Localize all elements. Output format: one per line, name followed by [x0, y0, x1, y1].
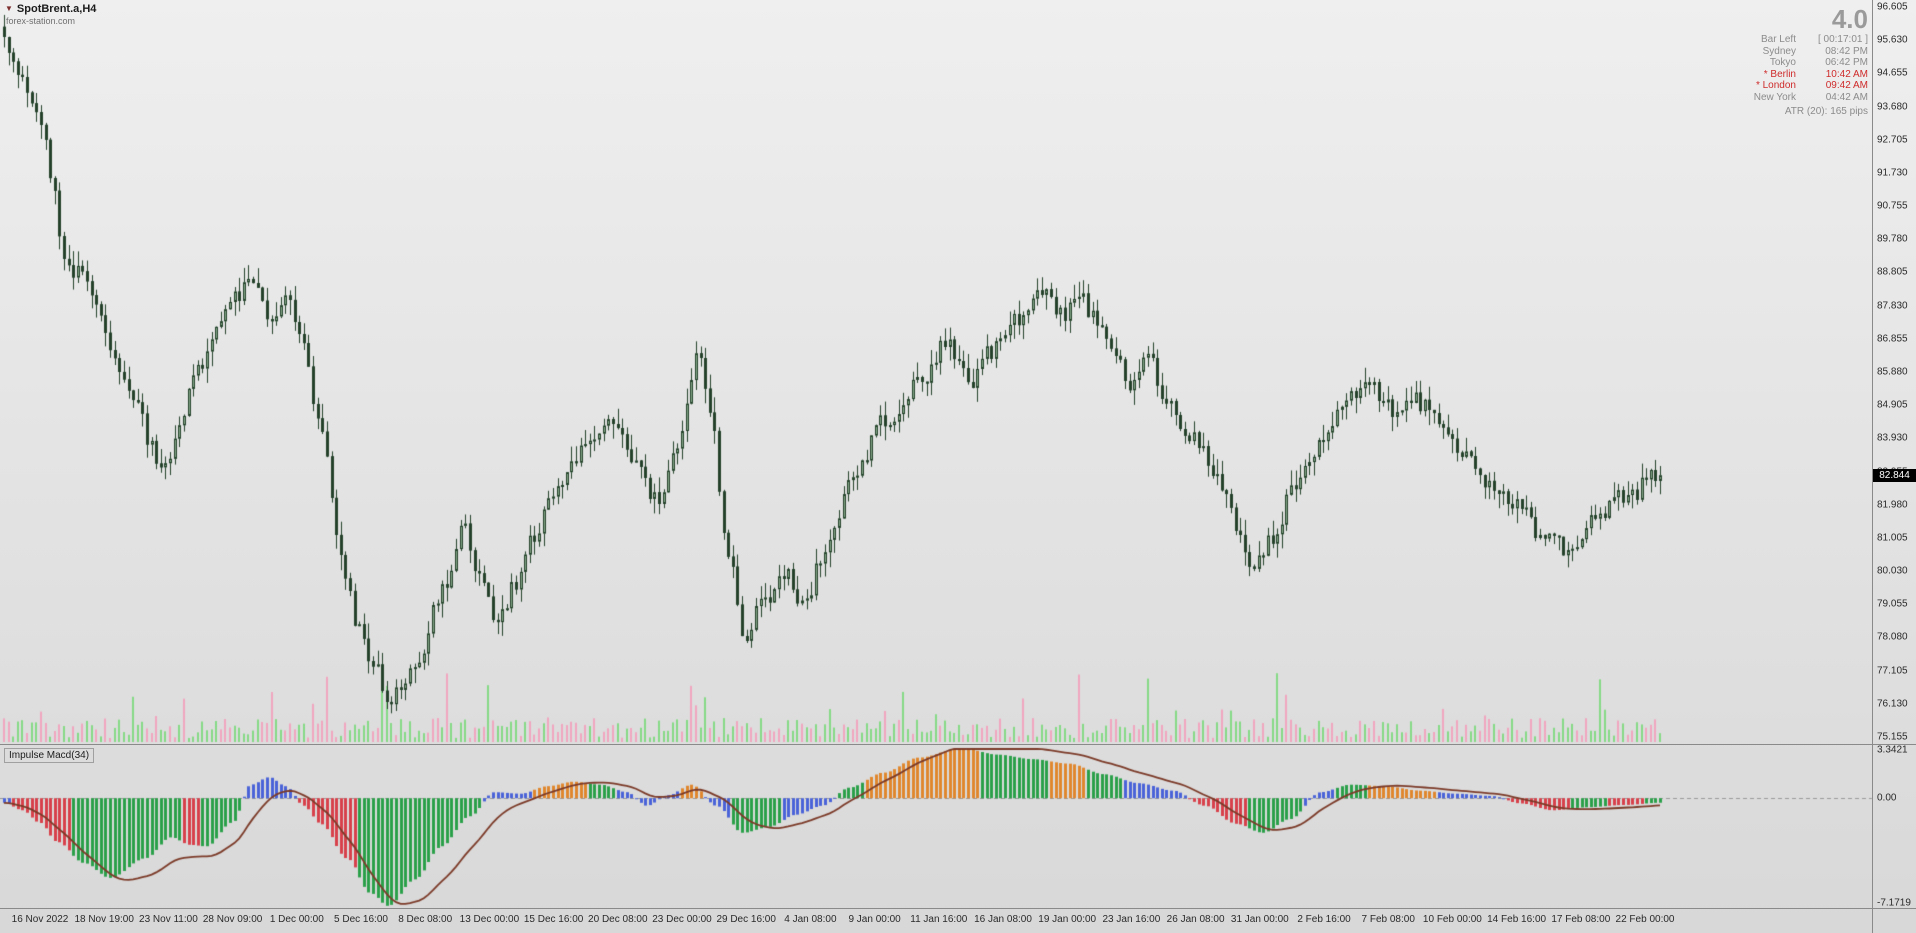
time-axis-label: 31 Jan 00:00: [1230, 914, 1289, 925]
time-axis-label: 2 Feb 16:00: [1297, 914, 1351, 925]
time-axis-label: 19 Jan 00:00: [1038, 914, 1097, 925]
clock-row-label: * London: [1755, 80, 1796, 91]
clock-row-value: [ 00:17:01 ]: [1817, 34, 1868, 45]
time-axis-label: 15 Dec 16:00: [523, 914, 584, 925]
time-axis-label: 11 Jan 16:00: [910, 914, 968, 925]
time-axis-label: 9 Jan 00:00: [848, 914, 901, 925]
price-axis-label: 77.105: [1877, 665, 1908, 677]
clock-row-value: 09:42 AM: [1825, 80, 1868, 91]
market-clock-panel: 4.0 Bar Left[ 00:17:01 ] Sydney 08:42 PM To…: [1754, 6, 1868, 118]
price-axis-label: 80.030: [1877, 565, 1908, 577]
clock-row: * Berlin 10:42 AM: [1754, 69, 1868, 81]
symbol-title: SpotBrent.a,H4: [16, 3, 97, 15]
time-axis-label: 23 Nov 11:00: [139, 914, 198, 925]
clock-version-label: 4.0: [1831, 4, 1868, 34]
clock-row-value: 08:42 PM: [1825, 45, 1868, 57]
pane-separator-top[interactable]: [0, 744, 1916, 745]
price-axis-label: 90.755: [1877, 200, 1908, 212]
price-axis-label: 92.705: [1877, 134, 1908, 146]
price-axis-label: 94.655: [1877, 67, 1908, 79]
clock-row-label: Tokyo: [1769, 57, 1796, 68]
clock-row: Tokyo 06:42 PM: [1754, 57, 1868, 69]
clock-row: * London 09:42 AM: [1754, 80, 1868, 92]
pane-separator-bottom: [0, 908, 1916, 909]
current-price-badge: 82.844: [1873, 469, 1916, 482]
time-axis-label: 29 Dec 16:00: [716, 914, 776, 925]
price-axis-label: 91.730: [1877, 167, 1908, 179]
time-axis-label: 23 Dec 00:00: [652, 914, 712, 925]
time-axis-label: 26 Jan 08:00: [1166, 914, 1225, 925]
price-axis-label: 84.905: [1877, 399, 1908, 411]
price-axis-label: 81.980: [1877, 499, 1908, 511]
indicator-label: Impulse Macd(34): [4, 748, 95, 763]
clock-row-label: New York: [1753, 91, 1796, 103]
price-axis-label: 93.680: [1877, 101, 1908, 113]
clock-rows: Bar Left [ 00:17:01 ] Sydney 08:42 PM Tokyo 0…: [1754, 34, 1868, 103]
price-axis-label: 85.880: [1877, 366, 1908, 378]
time-axis-label: 16 Jan 08:00: [974, 914, 1032, 925]
time-axis-label: 23 Jan 16:00: [1102, 914, 1161, 925]
time-axis-label: 17 Feb 08:00: [1551, 914, 1611, 925]
clock-row-value: 04:42 AM: [1825, 91, 1868, 103]
price-axis-label: 96.605: [1877, 1, 1908, 13]
clock-row: Sydney 08:42 PM: [1754, 46, 1868, 58]
price-axis-label: 76.130: [1877, 698, 1908, 710]
indicator-axis-min: -7.1719: [1877, 897, 1911, 909]
price-axis-label: 87.830: [1877, 300, 1908, 312]
price-axis-label: 88.805: [1877, 266, 1908, 278]
price-axis-label: 78.080: [1877, 631, 1908, 643]
clock-row: New York 04:42 AM: [1754, 92, 1868, 104]
price-axis-label: 81.005: [1877, 532, 1908, 544]
price-axis-label: 75.155: [1877, 731, 1908, 743]
time-axis-label: 18 Nov 19:00: [74, 914, 134, 925]
watermark: forex-station.com: [6, 16, 76, 26]
clock-row: Bar Left [ 00:17:01 ]: [1754, 34, 1868, 46]
clock-row-value: 06:42 PM: [1825, 57, 1868, 68]
time-axis-label: 28 Nov 09:00: [202, 914, 263, 925]
time-axis-label: 13 Dec 00:00: [459, 914, 520, 925]
time-axis-label: 8 Dec 08:00: [398, 914, 453, 925]
price-axis-label: 89.780: [1877, 233, 1908, 245]
time-axis-label: 7 Feb 08:00: [1361, 914, 1415, 925]
atr-label: ATR (20): 165 pips: [1784, 106, 1868, 117]
time-axis-label: 16 Nov 2022: [11, 914, 69, 925]
price-axis-border: [1872, 0, 1873, 933]
price-axis-label: 95.630: [1877, 34, 1908, 46]
price-axis-label: 79.055: [1877, 598, 1908, 610]
clock-row-label: * Berlin: [1763, 68, 1796, 80]
clock-row-label: Bar Left: [1760, 34, 1796, 45]
price-axis-label: 83.930: [1877, 432, 1908, 444]
symbol-label-group: ▼ SpotBrent.a,H4: [5, 3, 96, 15]
time-axis-label: 1 Dec 00:00: [269, 914, 324, 925]
time-axis-label: 10 Feb 00:00: [1422, 914, 1482, 925]
indicator-axis-max: 3.3421: [1877, 744, 1908, 756]
indicator-axis-zero: 0.00: [1877, 792, 1897, 804]
time-axis-label: 5 Dec 16:00: [334, 914, 388, 925]
symbol-icon: ▼: [5, 4, 13, 13]
price-axis-label: 86.855: [1877, 333, 1908, 345]
time-axis-label: 14 Feb 16:00: [1487, 914, 1547, 925]
time-axis-label: 22 Feb 00:00: [1615, 914, 1675, 925]
clock-row-label: Sydney: [1762, 45, 1796, 57]
time-axis-label: 4 Jan 08:00: [784, 914, 837, 925]
time-axis-label: 20 Dec 08:00: [588, 914, 648, 925]
clock-row-value: 10:42 AM: [1825, 68, 1868, 80]
